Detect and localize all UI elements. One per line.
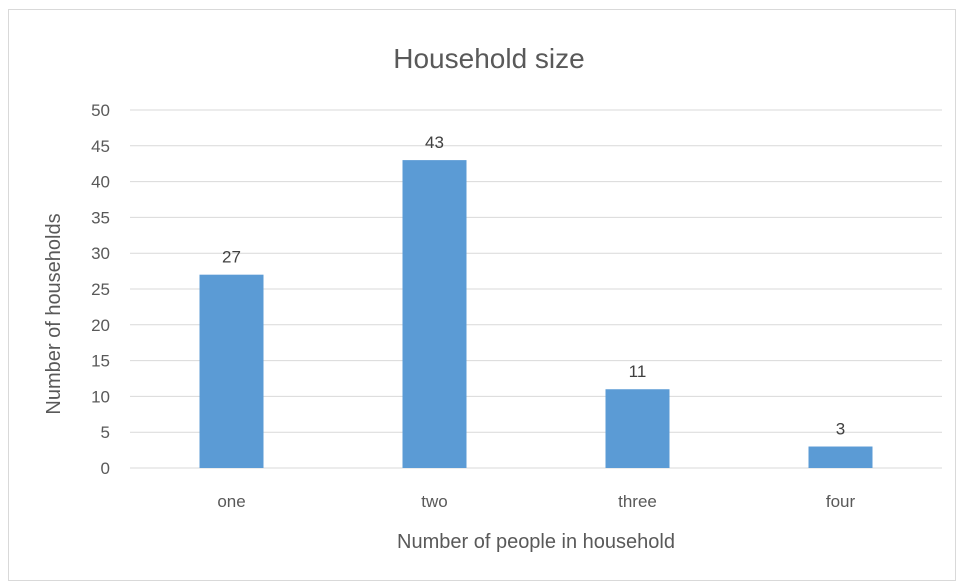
x-tick-label-four: four xyxy=(826,492,856,511)
x-axis-tick-labels: one two three four xyxy=(217,492,855,511)
y-tick-label: 35 xyxy=(91,208,110,227)
bar-three xyxy=(605,389,670,468)
bar-one xyxy=(199,274,264,468)
y-tick-label: 20 xyxy=(91,316,110,335)
data-label-four: 3 xyxy=(836,420,845,439)
bar-two xyxy=(402,160,467,468)
x-axis-title: Number of people in household xyxy=(397,531,675,553)
y-tick-label: 50 xyxy=(91,101,110,120)
bars xyxy=(199,160,873,468)
gridlines xyxy=(130,109,942,469)
bar-four xyxy=(808,446,873,468)
chart-title: Household size xyxy=(393,43,584,74)
x-tick-label-two: two xyxy=(421,492,447,511)
y-tick-label: 0 xyxy=(101,459,110,478)
chart-area xyxy=(8,9,956,581)
y-tick-label: 30 xyxy=(91,244,110,263)
y-tick-label: 15 xyxy=(91,352,110,371)
data-labels: 27 43 11 3 xyxy=(222,133,845,438)
y-tick-label: 40 xyxy=(91,173,110,192)
data-label-one: 27 xyxy=(222,248,241,267)
y-tick-label: 10 xyxy=(91,387,110,406)
y-tick-label: 45 xyxy=(91,137,110,156)
data-label-three: 11 xyxy=(629,362,647,381)
x-tick-label-three: three xyxy=(618,492,657,511)
y-tick-label: 25 xyxy=(91,280,110,299)
data-label-two: 43 xyxy=(425,133,444,152)
x-tick-label-one: one xyxy=(217,492,245,511)
y-axis-tick-labels: 0 5 10 15 20 25 30 35 40 45 50 xyxy=(91,101,110,478)
y-axis-title: Number of households xyxy=(43,213,65,414)
y-tick-label: 5 xyxy=(101,423,110,442)
